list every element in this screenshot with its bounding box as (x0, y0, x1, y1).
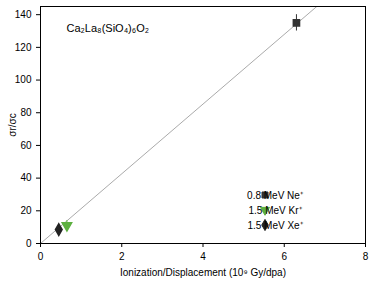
svg-text:6: 6 (281, 251, 287, 262)
svg-text:σr/σc: σr/σc (7, 113, 18, 136)
svg-text:60: 60 (20, 140, 32, 151)
svg-text:1.5 MeV Kr⁺: 1.5 MeV Kr⁺ (248, 205, 302, 216)
svg-text:Ionization/Displacement (10⁹ G: Ionization/Displacement (10⁹ Gy/dpa) (120, 267, 286, 278)
svg-text:0: 0 (38, 251, 44, 262)
svg-text:2: 2 (119, 251, 125, 262)
svg-text:1.5 MeV Xe⁺: 1.5 MeV Xe⁺ (247, 220, 303, 231)
svg-text:4: 4 (200, 251, 206, 262)
svg-text:140: 140 (15, 9, 32, 20)
svg-text:20: 20 (20, 205, 32, 216)
svg-text:0.8 MeV Ne⁺: 0.8 MeV Ne⁺ (247, 190, 304, 201)
svg-text:120: 120 (15, 42, 32, 53)
svg-text:Ca₂La₈(SiO₄)₆O₂: Ca₂La₈(SiO₄)₆O₂ (67, 22, 150, 34)
svg-text:100: 100 (15, 74, 32, 85)
svg-text:80: 80 (20, 107, 32, 118)
svg-text:0: 0 (26, 238, 32, 249)
svg-text:40: 40 (20, 172, 32, 183)
svg-text:8: 8 (363, 251, 369, 262)
